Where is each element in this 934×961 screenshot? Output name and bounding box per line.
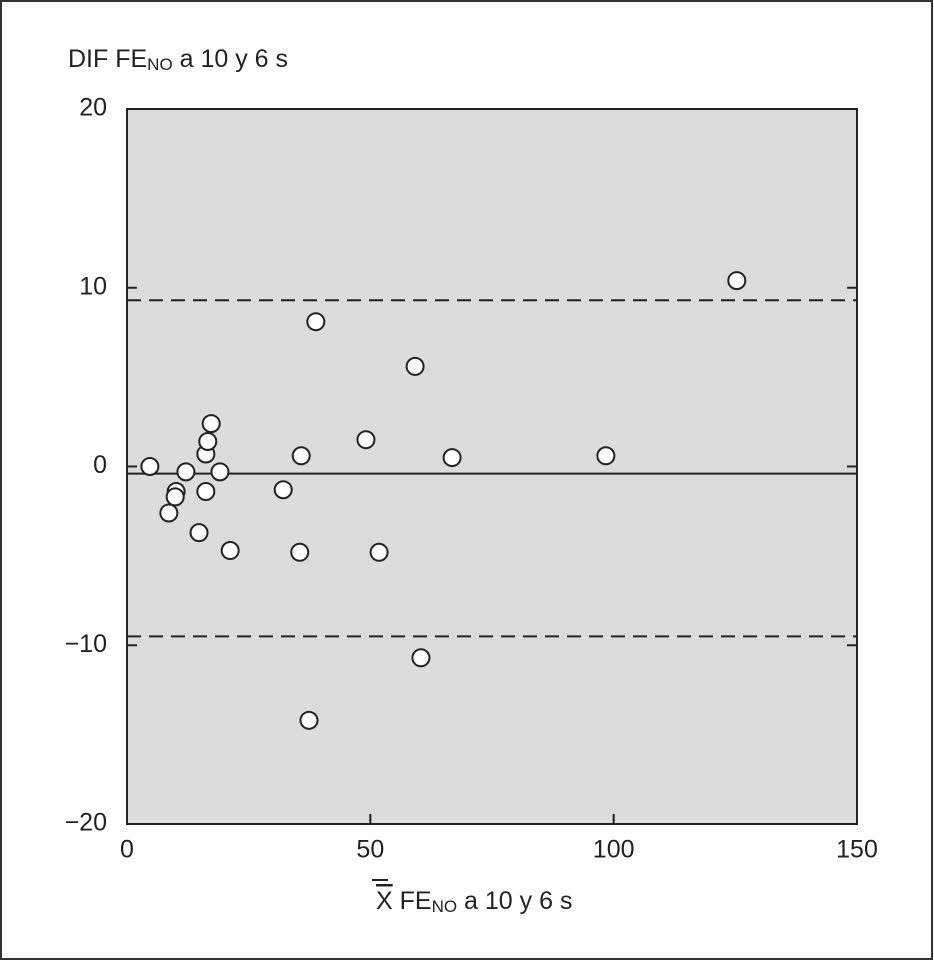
point	[356, 430, 376, 450]
x-label-part: X	[376, 887, 393, 915]
x-label-part: a 10 y 6 s	[457, 887, 572, 915]
point	[201, 414, 221, 434]
point	[220, 541, 240, 561]
point	[290, 542, 310, 562]
point	[442, 448, 462, 468]
point	[189, 523, 209, 543]
point	[727, 271, 747, 291]
y-tick-label: −20	[65, 809, 107, 837]
y-label-part: DIF FE	[68, 45, 147, 73]
point	[306, 312, 326, 332]
point	[165, 487, 185, 507]
y-tick-label: 20	[79, 94, 107, 122]
x-tick-label: 100	[593, 836, 635, 864]
x-label-part: FE	[393, 887, 432, 915]
y-label-sub: NO	[147, 55, 173, 74]
point	[176, 462, 196, 482]
point	[405, 356, 425, 376]
point	[210, 462, 230, 482]
point	[291, 446, 311, 466]
point	[273, 480, 293, 500]
x-axis-label: X FENO a 10 y 6 s	[376, 887, 572, 917]
x-tick-label: 0	[120, 836, 134, 864]
point	[140, 457, 160, 476]
y-tick-label: 0	[93, 451, 107, 479]
point	[369, 542, 389, 562]
point	[411, 648, 431, 668]
x-tick-label: 150	[836, 836, 878, 864]
y-axis-label: DIF FENO a 10 y 6 s	[68, 45, 288, 75]
point	[596, 446, 616, 466]
x-label-sub: NO	[432, 897, 458, 916]
point	[198, 431, 218, 451]
x-tick-label: 50	[356, 836, 384, 864]
y-tick-label: 10	[79, 272, 107, 300]
point	[159, 503, 179, 523]
point	[299, 710, 319, 730]
y-tick-label: −10	[65, 630, 107, 658]
point	[196, 482, 216, 502]
y-label-part: a 10 y 6 s	[173, 45, 288, 73]
plot-area	[126, 108, 858, 825]
